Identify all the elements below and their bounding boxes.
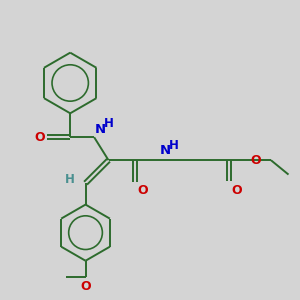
Text: O: O [231, 184, 242, 196]
Text: O: O [137, 184, 148, 197]
Text: O: O [80, 280, 91, 293]
Text: N: N [160, 144, 171, 157]
Text: O: O [250, 154, 260, 167]
Text: O: O [34, 131, 45, 144]
Text: H: H [104, 117, 114, 130]
Text: N: N [95, 123, 106, 136]
Text: H: H [64, 173, 74, 186]
Text: H: H [169, 139, 179, 152]
